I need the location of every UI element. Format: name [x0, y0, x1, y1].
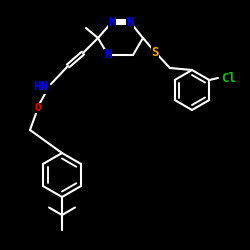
Text: O: O [34, 103, 42, 113]
Text: S: S [151, 46, 159, 59]
Text: N: N [104, 48, 112, 62]
Text: N: N [126, 16, 134, 28]
Text: Cl: Cl [221, 72, 236, 85]
Text: HN: HN [33, 80, 48, 94]
Text: N: N [108, 16, 116, 28]
